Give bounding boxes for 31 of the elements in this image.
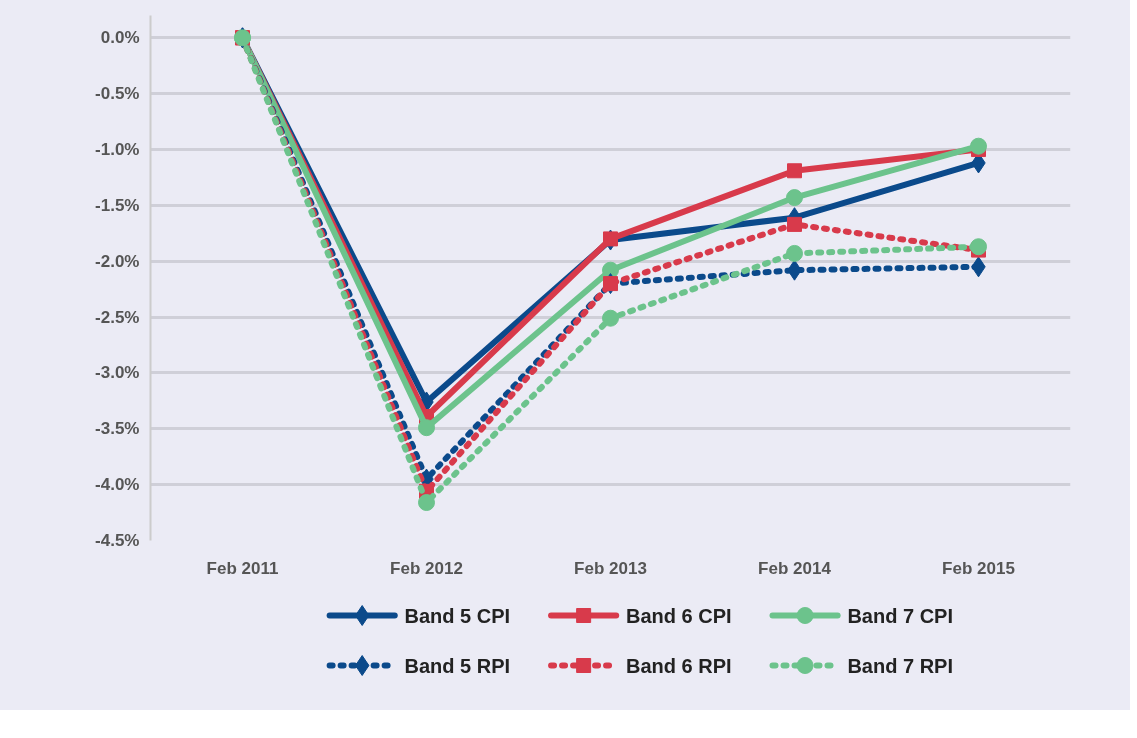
point [970, 238, 987, 256]
y-tick-label: -4.0% [95, 475, 140, 495]
legend-label: Band 5 RPI [404, 654, 511, 677]
legend-label: Band 5 CPI [404, 604, 511, 627]
point [786, 189, 803, 207]
y-tick-label: -1.0% [95, 140, 140, 160]
point [787, 163, 802, 179]
y-tick-label: 0.0% [100, 28, 140, 48]
x-tick-label: Feb 2014 [758, 558, 832, 578]
x-tick-label: Feb 2012 [390, 558, 463, 578]
y-tick-label: -3.5% [95, 419, 140, 439]
x-tick-label: Feb 2011 [206, 558, 279, 578]
x-tick-label: Feb 2013 [574, 558, 647, 578]
legend-label: Band 7 RPI [847, 654, 953, 677]
legend-label: Band 6 CPI [625, 604, 732, 627]
point [418, 494, 435, 512]
y-tick-label: -0.5% [95, 84, 140, 104]
y-tick-label: -1.5% [95, 195, 140, 215]
point [786, 244, 803, 262]
point [970, 137, 987, 155]
point [603, 231, 618, 247]
point [418, 419, 435, 437]
y-tick-label: -3.0% [95, 363, 140, 383]
legend-label: Band 6 RPI [625, 654, 732, 677]
point [787, 216, 802, 232]
y-tick-label: -2.5% [95, 307, 140, 327]
legend-label: Band 7 CPI [847, 604, 953, 627]
x-tick-label: Feb 2015 [942, 558, 1015, 578]
point [602, 309, 619, 327]
y-tick-label: -4.5% [95, 531, 140, 550]
y-tick-label: -2.0% [95, 251, 140, 271]
